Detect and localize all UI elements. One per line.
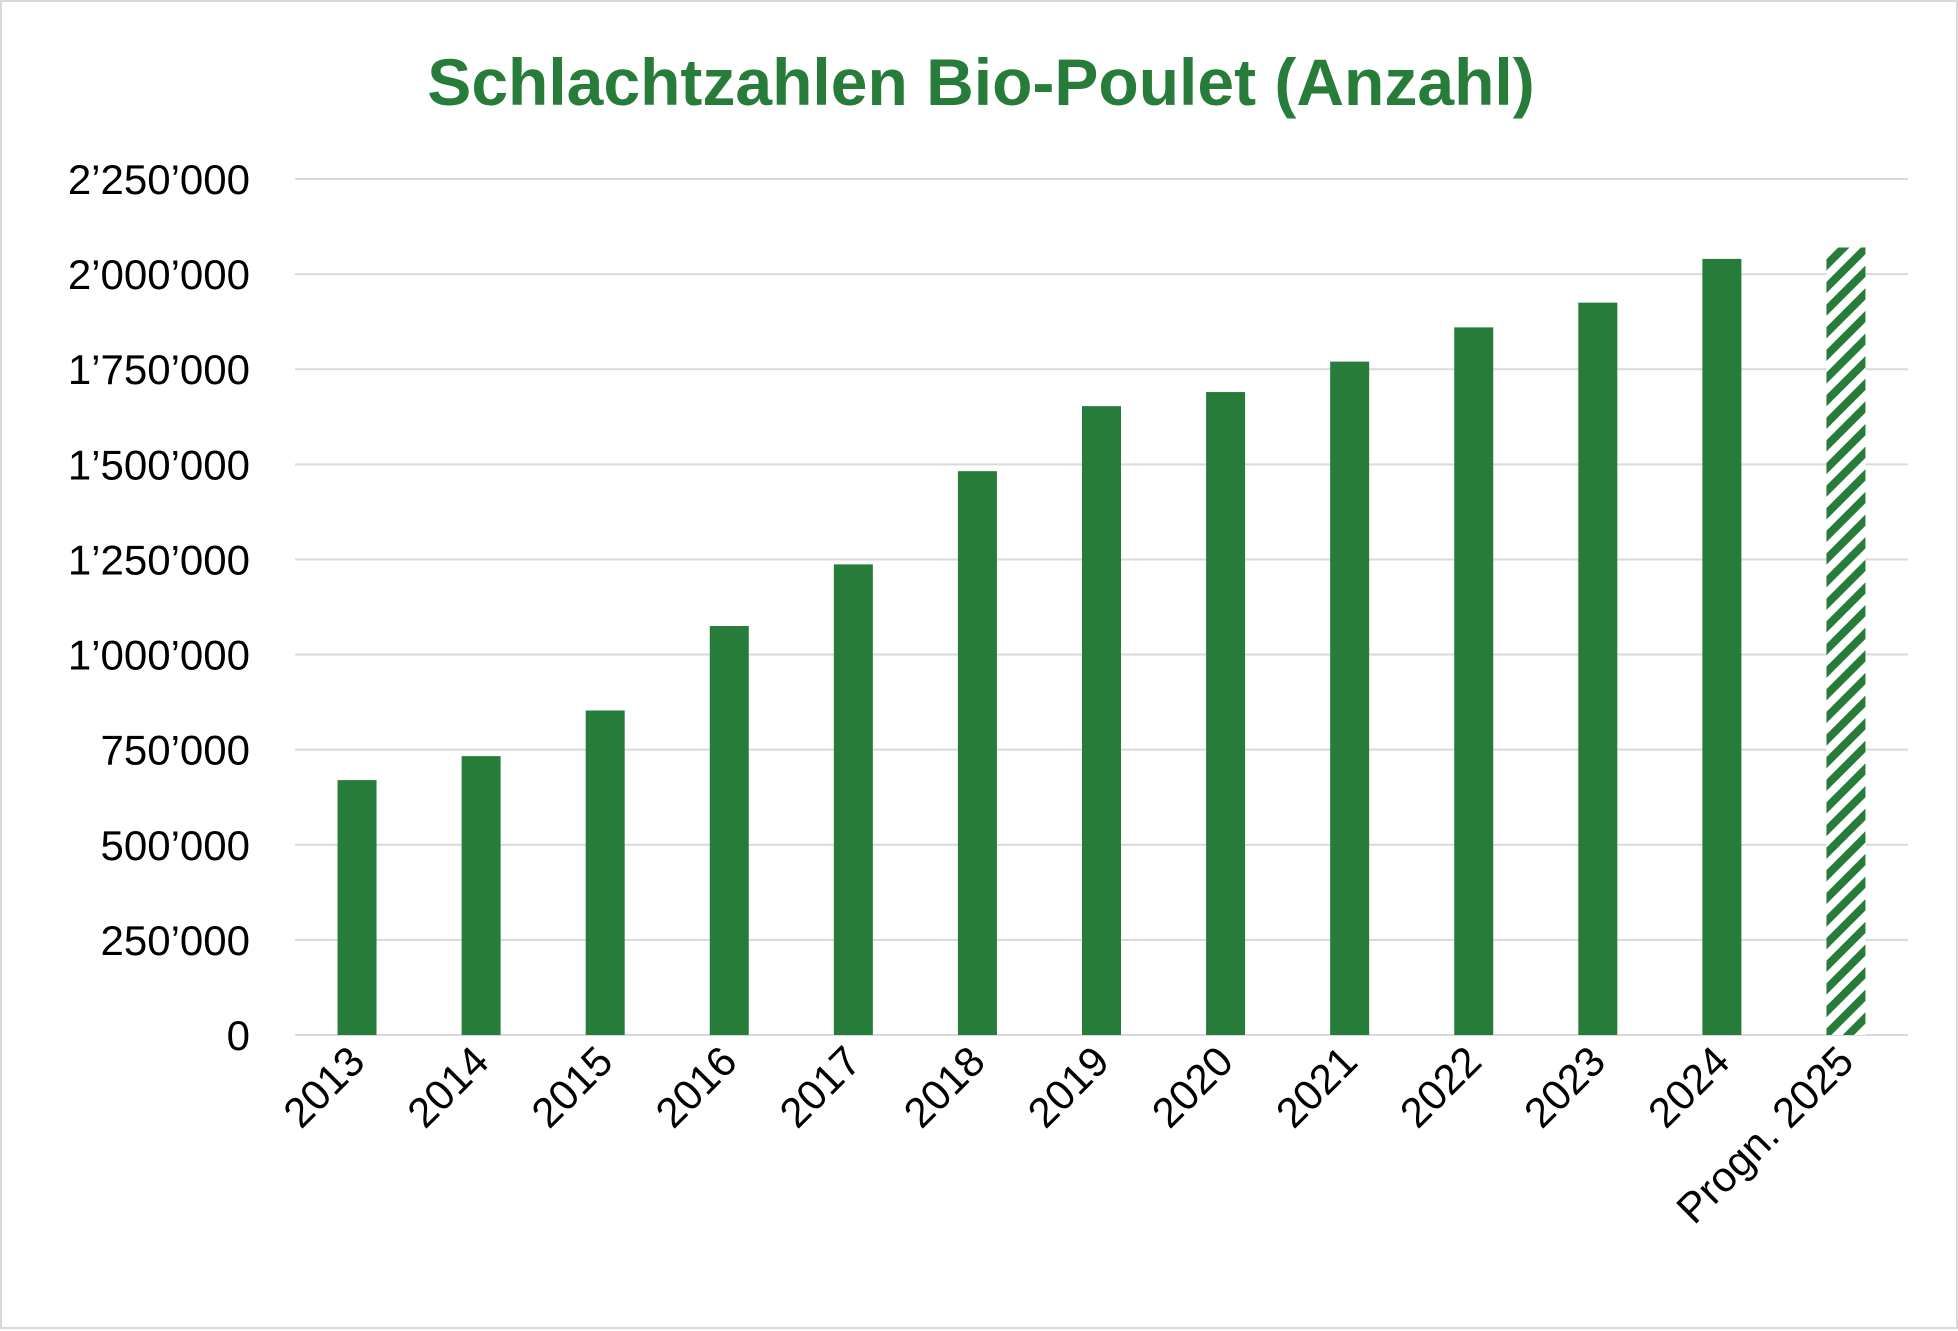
y-axis-ticks: 0 250’000 500’000 750’000 1’000’000 1’250’000… [68, 156, 250, 1059]
y-tick-label: 1’500’000 [68, 441, 250, 488]
x-tick-label: 2020 [1143, 1037, 1242, 1136]
x-tick-label: 2015 [522, 1037, 621, 1136]
bar-forecast-12 [1826, 247, 1866, 1036]
y-tick-label: 750’000 [101, 727, 250, 774]
bar-2018 [957, 471, 997, 1035]
bar-2024 [1702, 258, 1742, 1036]
x-tick-label: 2019 [1019, 1037, 1118, 1136]
y-tick-label: 250’000 [101, 917, 250, 964]
y-tick-label: 2’250’000 [68, 156, 250, 203]
bar-2019 [1082, 406, 1121, 1035]
bar-2016 [709, 626, 749, 1035]
bar-2013 [337, 780, 377, 1035]
bar-2017 [833, 564, 873, 1035]
bar-2021 [1330, 361, 1370, 1035]
y-tick-label: 1’250’000 [68, 536, 250, 583]
chart-title: Schlachtzahlen Bio-Poulet (Anzahl) [427, 45, 1534, 119]
x-tick-label: 2013 [274, 1037, 373, 1136]
x-tick-label: 2017 [770, 1037, 869, 1136]
x-tick-label: 2016 [646, 1037, 745, 1136]
y-tick-label: 0 [227, 1012, 250, 1059]
bar-2020 [1206, 392, 1246, 1035]
x-tick-label: 2018 [894, 1037, 993, 1136]
bars [337, 247, 1866, 1036]
bar-2023 [1578, 302, 1618, 1036]
x-tick-label: 2023 [1515, 1037, 1614, 1136]
y-tick-label: 500’000 [101, 822, 250, 869]
x-tick-label: 2022 [1391, 1037, 1490, 1136]
x-tick-label: 2021 [1267, 1037, 1366, 1136]
x-tick-label: 2014 [398, 1037, 497, 1136]
x-tick-label: 2024 [1639, 1037, 1738, 1136]
y-tick-label: 2’000’000 [68, 251, 250, 298]
bar-2014 [461, 756, 501, 1035]
bar-2022 [1454, 327, 1494, 1036]
y-tick-label: 1’750’000 [68, 346, 250, 393]
y-tick-label: 1’000’000 [68, 632, 250, 679]
bar-2015 [585, 710, 625, 1035]
x-axis-ticks: 2013 2014 2015 2016 2017 2018 2019 2020 2021 2022… [274, 1037, 1862, 1232]
